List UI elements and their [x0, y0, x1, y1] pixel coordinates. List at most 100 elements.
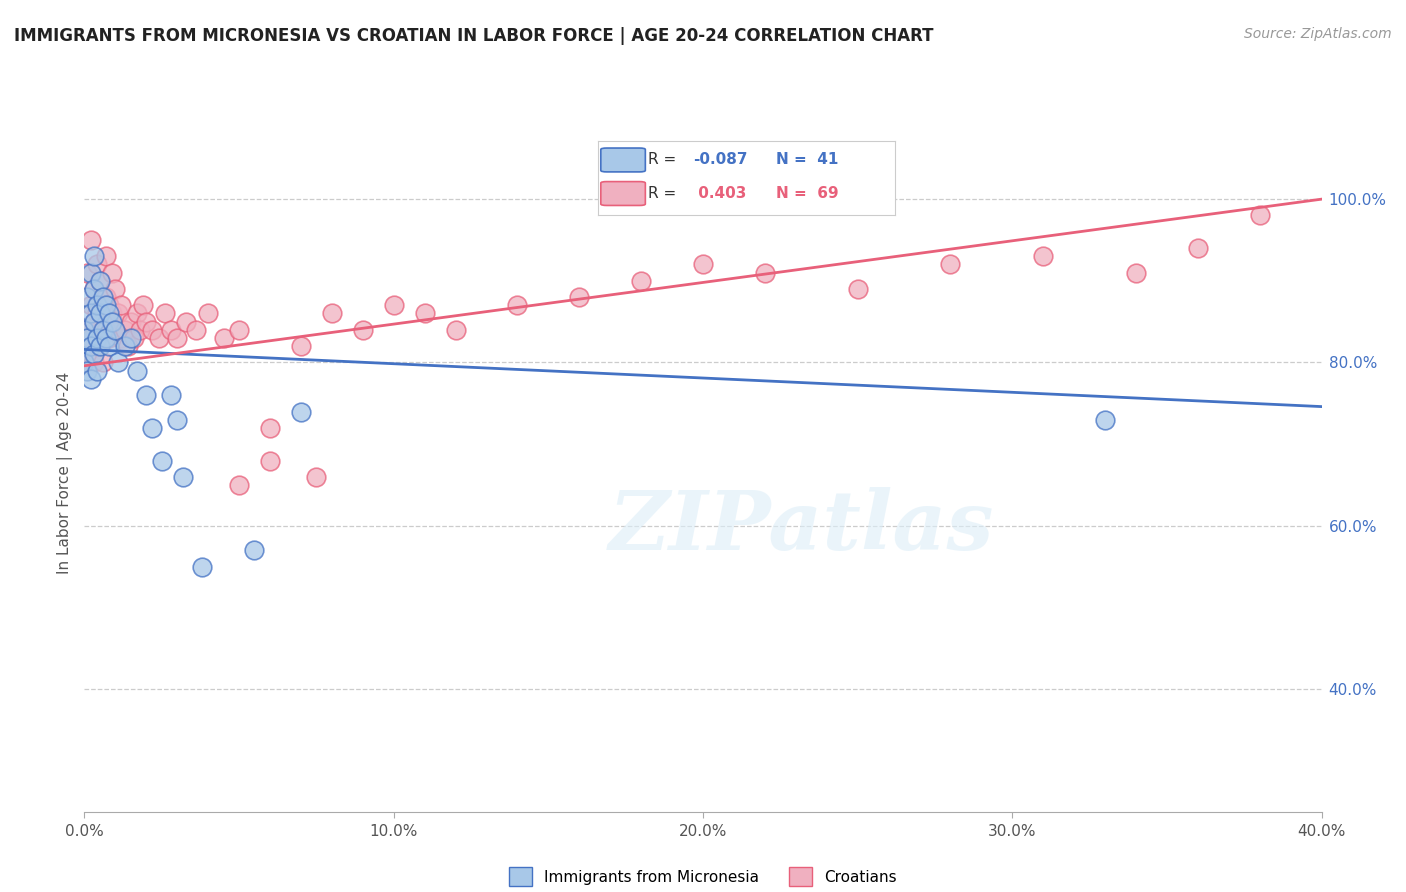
Point	[104, 323, 127, 337]
Point	[73, 355, 96, 369]
Point	[79, 233, 101, 247]
Legend: Immigrants from Micronesia, Croatians: Immigrants from Micronesia, Croatians	[503, 862, 903, 892]
Point	[107, 306, 129, 320]
Point	[76, 364, 98, 378]
Point	[160, 388, 183, 402]
Point	[153, 306, 176, 320]
Point	[101, 315, 124, 329]
Point	[290, 404, 312, 418]
Point	[98, 298, 121, 312]
Point	[352, 323, 374, 337]
Text: Source: ZipAtlas.com: Source: ZipAtlas.com	[1244, 27, 1392, 41]
Point	[73, 323, 96, 337]
Point	[76, 331, 98, 345]
Point	[91, 323, 114, 337]
Point	[98, 306, 121, 320]
Text: -0.087: -0.087	[693, 153, 748, 168]
Point	[110, 298, 132, 312]
Point	[79, 339, 101, 353]
Point	[94, 298, 117, 312]
Text: IMMIGRANTS FROM MICRONESIA VS CROATIAN IN LABOR FORCE | AGE 20-24 CORRELATION CH: IMMIGRANTS FROM MICRONESIA VS CROATIAN I…	[14, 27, 934, 45]
Point	[305, 470, 328, 484]
Point	[86, 306, 108, 320]
Point	[91, 290, 114, 304]
Point	[176, 315, 198, 329]
Text: N =  69: N = 69	[776, 186, 838, 201]
Point	[166, 331, 188, 345]
Point	[86, 339, 108, 353]
Text: R =: R =	[648, 186, 676, 201]
Point	[444, 323, 467, 337]
Point	[172, 470, 194, 484]
Point	[76, 323, 98, 337]
Point	[98, 331, 121, 345]
Point	[132, 298, 155, 312]
Point	[228, 478, 250, 492]
Point	[846, 282, 869, 296]
Point	[83, 355, 105, 369]
Point	[120, 315, 142, 329]
Point	[89, 274, 111, 288]
Point	[630, 274, 652, 288]
Point	[191, 559, 214, 574]
Point	[243, 543, 266, 558]
Point	[101, 306, 124, 320]
Point	[94, 331, 117, 345]
Point	[413, 306, 436, 320]
Point	[1094, 412, 1116, 426]
Point	[76, 290, 98, 304]
Point	[754, 266, 776, 280]
Point	[939, 258, 962, 272]
Point	[94, 290, 117, 304]
Point	[568, 290, 591, 304]
Point	[125, 364, 148, 378]
Point	[76, 266, 98, 280]
Point	[228, 323, 250, 337]
Point	[79, 331, 101, 345]
Point	[83, 315, 105, 329]
FancyBboxPatch shape	[600, 148, 645, 172]
Point	[114, 323, 136, 337]
Point	[89, 274, 111, 288]
Point	[150, 453, 173, 467]
Point	[506, 298, 529, 312]
Point	[101, 266, 124, 280]
Point	[89, 339, 111, 353]
Point	[94, 323, 117, 337]
Point	[79, 306, 101, 320]
Y-axis label: In Labor Force | Age 20-24: In Labor Force | Age 20-24	[58, 372, 73, 574]
Point	[141, 323, 163, 337]
Point	[89, 306, 111, 320]
Point	[91, 290, 114, 304]
Point	[1032, 249, 1054, 263]
Point	[86, 331, 108, 345]
Point	[1125, 266, 1147, 280]
Point	[122, 331, 145, 345]
Point	[89, 339, 111, 353]
Text: ZIPatlas: ZIPatlas	[609, 487, 994, 567]
Point	[135, 388, 157, 402]
Point	[141, 421, 163, 435]
Point	[290, 339, 312, 353]
Point	[110, 331, 132, 345]
Point	[107, 355, 129, 369]
Point	[321, 306, 343, 320]
Point	[114, 339, 136, 353]
Point	[125, 306, 148, 320]
Point	[212, 331, 235, 345]
Point	[117, 339, 139, 353]
Point	[73, 355, 96, 369]
Point	[1187, 241, 1209, 255]
Text: R =: R =	[648, 153, 676, 168]
Point	[166, 412, 188, 426]
Point	[86, 298, 108, 312]
Point	[98, 339, 121, 353]
Point	[89, 306, 111, 320]
Point	[91, 323, 114, 337]
Point	[184, 323, 207, 337]
Point	[135, 315, 157, 329]
Point	[104, 323, 127, 337]
Point	[83, 315, 105, 329]
Point	[83, 347, 105, 361]
Text: 0.403: 0.403	[693, 186, 747, 201]
